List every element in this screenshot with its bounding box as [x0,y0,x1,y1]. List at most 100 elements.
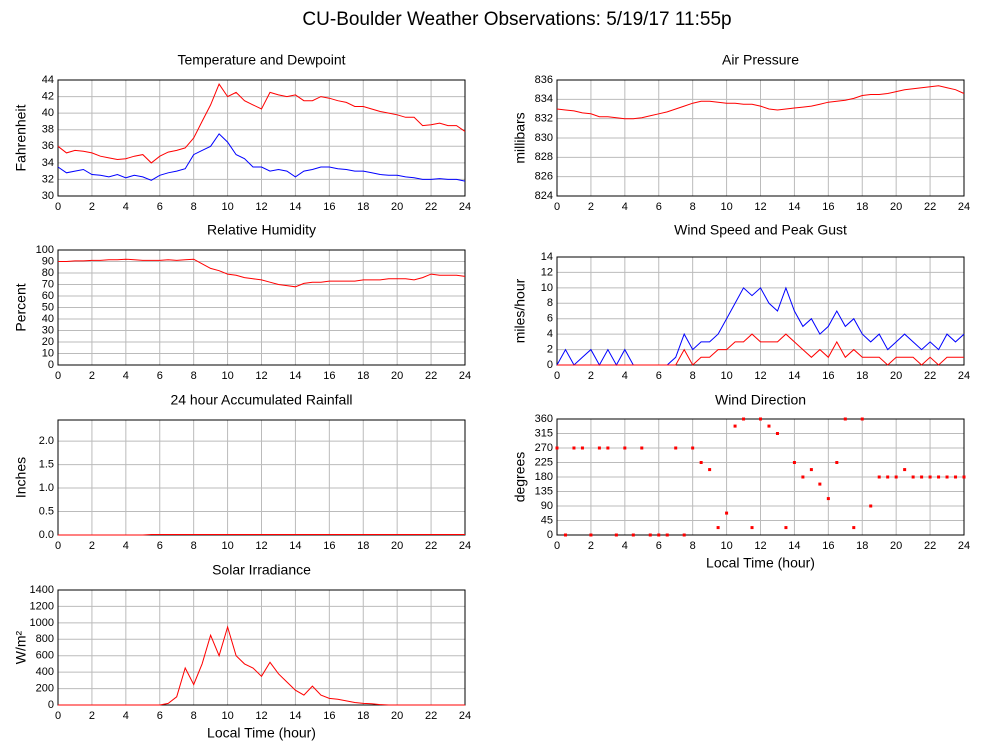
x-tick-label: 10 [720,370,732,382]
panel-title: Air Pressure [722,52,799,68]
y-tick-label: 600 [36,650,54,662]
x-tick-label: 4 [123,540,129,552]
x-tick-label: 12 [255,710,267,722]
x-tick-label: 4 [123,370,129,382]
x-tick-label: 14 [788,201,800,213]
x-tick-label: 8 [191,201,197,213]
x-tick-label: 4 [622,201,628,213]
data-point [784,526,788,530]
data-point [759,417,762,421]
x-tick-label: 24 [459,370,471,382]
y-tick-label: 824 [535,190,553,202]
x-tick-label: 8 [191,710,197,722]
x-tick-label: 2 [89,710,95,722]
y-tick-label: 135 [535,485,553,497]
x-tick-label: 0 [554,201,560,213]
y-tick-label: 225 [535,456,553,468]
y-tick-label: 0.0 [39,529,54,541]
data-line [556,286,965,367]
y-tick-label: 270 [535,442,553,454]
panel: Wind Direction degrees Local Time (hour) 0 4… [512,392,970,571]
x-tick-label: 12 [754,201,766,213]
x-tick-label: 14 [289,540,301,552]
data-point [597,446,601,450]
y-tick-label: 200 [36,682,54,694]
data-point [691,446,695,450]
plot-frame [57,589,466,706]
x-tick-label: 24 [459,540,471,552]
x-tick-label: 24 [459,710,471,722]
x-tick-label: 22 [425,370,437,382]
plot-frame [57,249,466,366]
y-axis-label: miles/hour [512,278,528,343]
y-tick-label: 30 [42,190,54,202]
x-tick-label: 14 [788,540,800,552]
x-tick-label: 16 [323,540,335,552]
data-point [835,461,839,464]
y-tick-label: 12 [541,266,553,278]
x-tick-label: 16 [822,370,834,382]
y-tick-label: 828 [535,151,553,163]
data-point [682,533,686,537]
y-tick-label: 1.5 [39,458,54,470]
x-tick-label: 18 [357,540,369,552]
x-tick-label: 24 [459,201,471,213]
x-tick-label: 12 [754,370,766,382]
panel: Wind Speed and Peak Gustmiles/hour024681… [512,222,970,382]
data-line [58,534,465,536]
x-axis-label: Local Time (hour) [706,555,815,571]
x-tick-label: 18 [357,370,369,382]
y-tick-label: 10 [541,282,553,294]
x-tick-label: 20 [391,540,403,552]
x-tick-label: 16 [822,540,834,552]
x-tick-label: 24 [958,540,970,552]
data-point [920,475,924,479]
panel: 24 hour Accumulated Rainfall Inches 0.0 0.5… [13,392,471,552]
data-point [563,533,567,537]
plot-frame [57,79,466,197]
x-tick-label: 14 [289,201,301,213]
x-tick-label: 8 [690,370,696,382]
panel-title: Solar Irradiance [212,562,311,578]
data-point [767,424,771,428]
panel: Air Pressuremillibars8248268288308328348… [512,52,970,213]
x-tick-label: 10 [720,201,732,213]
y-tick-label: 32 [42,173,54,185]
y-tick-label: 834 [535,93,553,105]
x-tick-label: 24 [958,201,970,213]
y-tick-label: 8 [547,297,553,309]
x-tick-label: 8 [690,540,696,552]
x-tick-label: 12 [754,540,766,552]
data-point [708,468,712,472]
y-tick-label: 836 [535,74,553,86]
x-tick-label: 4 [622,370,628,382]
x-tick-label: 4 [622,540,628,552]
x-tick-label: 0 [55,201,61,213]
data-point [699,461,703,464]
y-tick-label: 50 [42,301,54,313]
data-line [57,83,466,164]
y-tick-label: 80 [42,267,54,279]
data-point [640,446,644,450]
data-line [557,333,964,366]
data-point [648,533,652,537]
x-tick-label: 20 [391,370,403,382]
y-tick-label: 90 [42,255,54,267]
y-tick-label: 180 [535,471,553,483]
x-tick-label: 2 [89,540,95,552]
x-tick-label: 22 [924,201,936,213]
x-tick-label: 8 [191,540,197,552]
x-tick-label: 6 [157,201,163,213]
y-tick-label: 0.5 [39,505,54,517]
panel-title: Wind Direction [715,392,806,408]
data-point [903,468,907,472]
data-point [954,475,958,479]
x-tick-label: 16 [822,201,834,213]
y-tick-label: 20 [42,336,54,348]
data-point [962,475,966,479]
data-point [750,526,754,530]
x-tick-label: 2 [89,201,95,213]
data-point [725,511,729,515]
